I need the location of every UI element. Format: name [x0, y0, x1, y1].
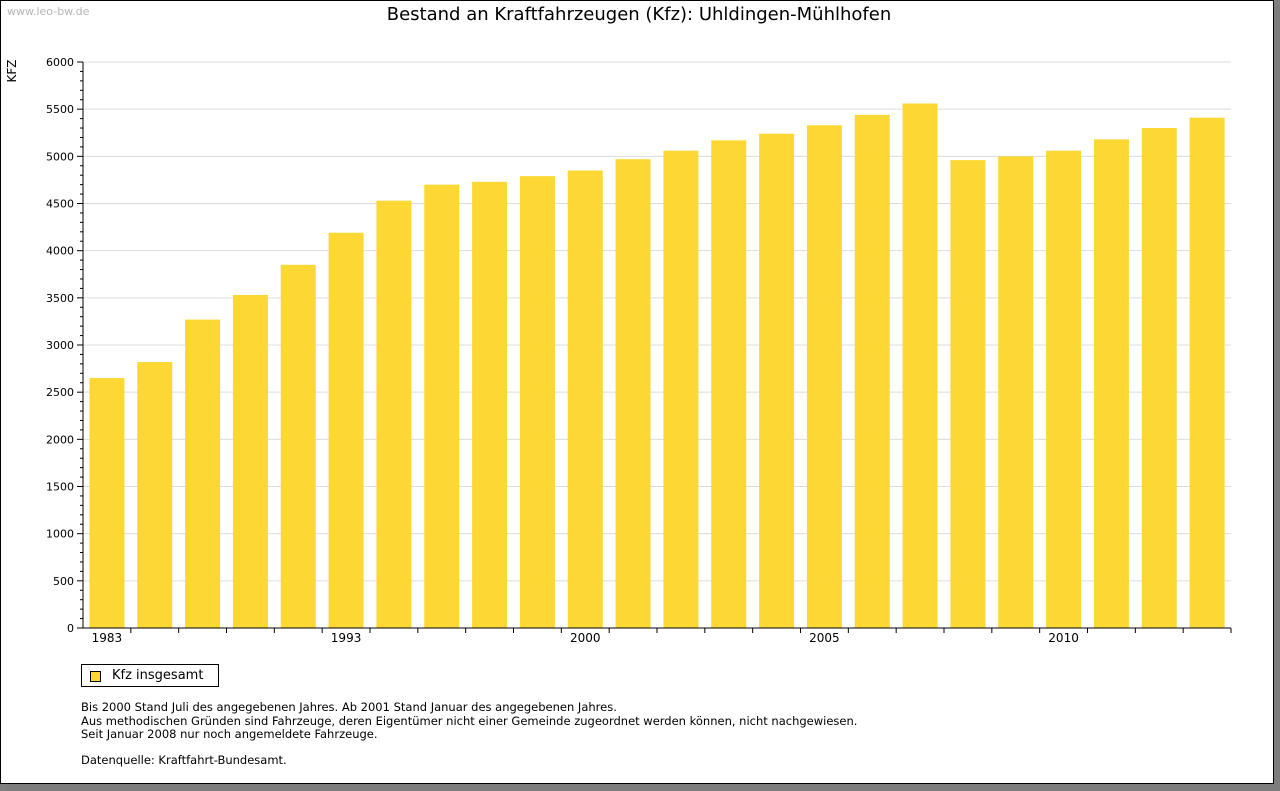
bar-2009 — [1046, 150, 1082, 628]
footnote-3: Seit Januar 2008 nur noch angemeldete Fa… — [81, 727, 378, 741]
legend-label: Kfz insgesamt — [112, 668, 204, 683]
bar-1989 — [232, 295, 268, 628]
x-tick-label: 2010 — [1048, 631, 1079, 645]
y-tick-label: 500 — [53, 575, 74, 588]
y-tick-label: 3500 — [46, 292, 74, 305]
bar-2011 — [1141, 128, 1177, 628]
y-tick-label: 1000 — [46, 528, 74, 541]
bar-2005 — [854, 114, 890, 629]
y-tick-label: 2000 — [46, 433, 74, 446]
legend-swatch — [90, 671, 101, 682]
watermark: www.leo-bw.de — [7, 5, 90, 18]
bar-chart: 0 500 1000 1500 2000 2500 3000 3500 4000 4500 5000… — [5, 56, 1232, 645]
footnote-1: Bis 2000 Stand Juli des angegebenen Jahr… — [81, 700, 617, 714]
bar-2008 — [998, 156, 1034, 629]
x-tick-label: 2000 — [570, 631, 601, 645]
bar-1991 — [280, 264, 316, 628]
bar-2006 — [902, 103, 938, 629]
y-tick-label: 0 — [67, 622, 74, 635]
y-tick-label: 5000 — [46, 150, 74, 163]
bar-2004 — [806, 125, 842, 628]
bar-1996 — [424, 184, 460, 628]
y-axis-label: KFZ — [5, 60, 19, 83]
bar-1985 — [137, 361, 173, 628]
bar-1997 — [472, 181, 508, 628]
y-tick-label: 1500 — [46, 481, 74, 494]
axes: 0 500 1000 1500 2000 2500 3000 3500 4000 4500 5000… — [46, 56, 1232, 645]
bar-2002 — [711, 140, 747, 628]
bar-2012 — [1189, 117, 1225, 628]
bar-2010 — [1093, 139, 1129, 628]
y-tick-label: 5500 — [46, 103, 74, 116]
grid-lines — [83, 61, 1231, 582]
chart-title: Bestand an Kraftfahrzeugen (Kfz): Uhldin… — [386, 4, 892, 25]
bar-1993 — [328, 232, 364, 628]
y-tick-label: 4000 — [46, 245, 74, 258]
footnotes: Bis 2000 Stand Juli des angegebenen Jahr… — [81, 700, 858, 742]
x-tick-label: 2005 — [809, 631, 840, 645]
data-source: Datenquelle: Kraftfahrt-Bundesamt. — [81, 753, 287, 767]
bar-1998 — [519, 176, 555, 629]
legend: Kfz insgesamt — [81, 664, 219, 687]
bar-2000 — [615, 159, 651, 628]
bar-1999 — [567, 170, 603, 628]
x-tick-label: 1983 — [92, 631, 123, 645]
bar-1987 — [185, 319, 221, 628]
y-tick-label: 2500 — [46, 386, 74, 399]
y-tick-label: 6000 — [46, 56, 74, 69]
bar-2003 — [759, 133, 795, 628]
bar-series — [89, 103, 1225, 629]
bar-2001 — [663, 150, 699, 628]
bar-1995 — [376, 200, 412, 629]
x-tick-label: 1993 — [331, 631, 362, 645]
bar-2007 — [950, 160, 986, 628]
footnote-2: Aus methodischen Gründen sind Fahrzeuge,… — [81, 713, 858, 728]
y-tick-label: 4500 — [46, 198, 74, 211]
bar-1983 — [89, 378, 125, 628]
y-tick-label: 3000 — [46, 339, 74, 352]
